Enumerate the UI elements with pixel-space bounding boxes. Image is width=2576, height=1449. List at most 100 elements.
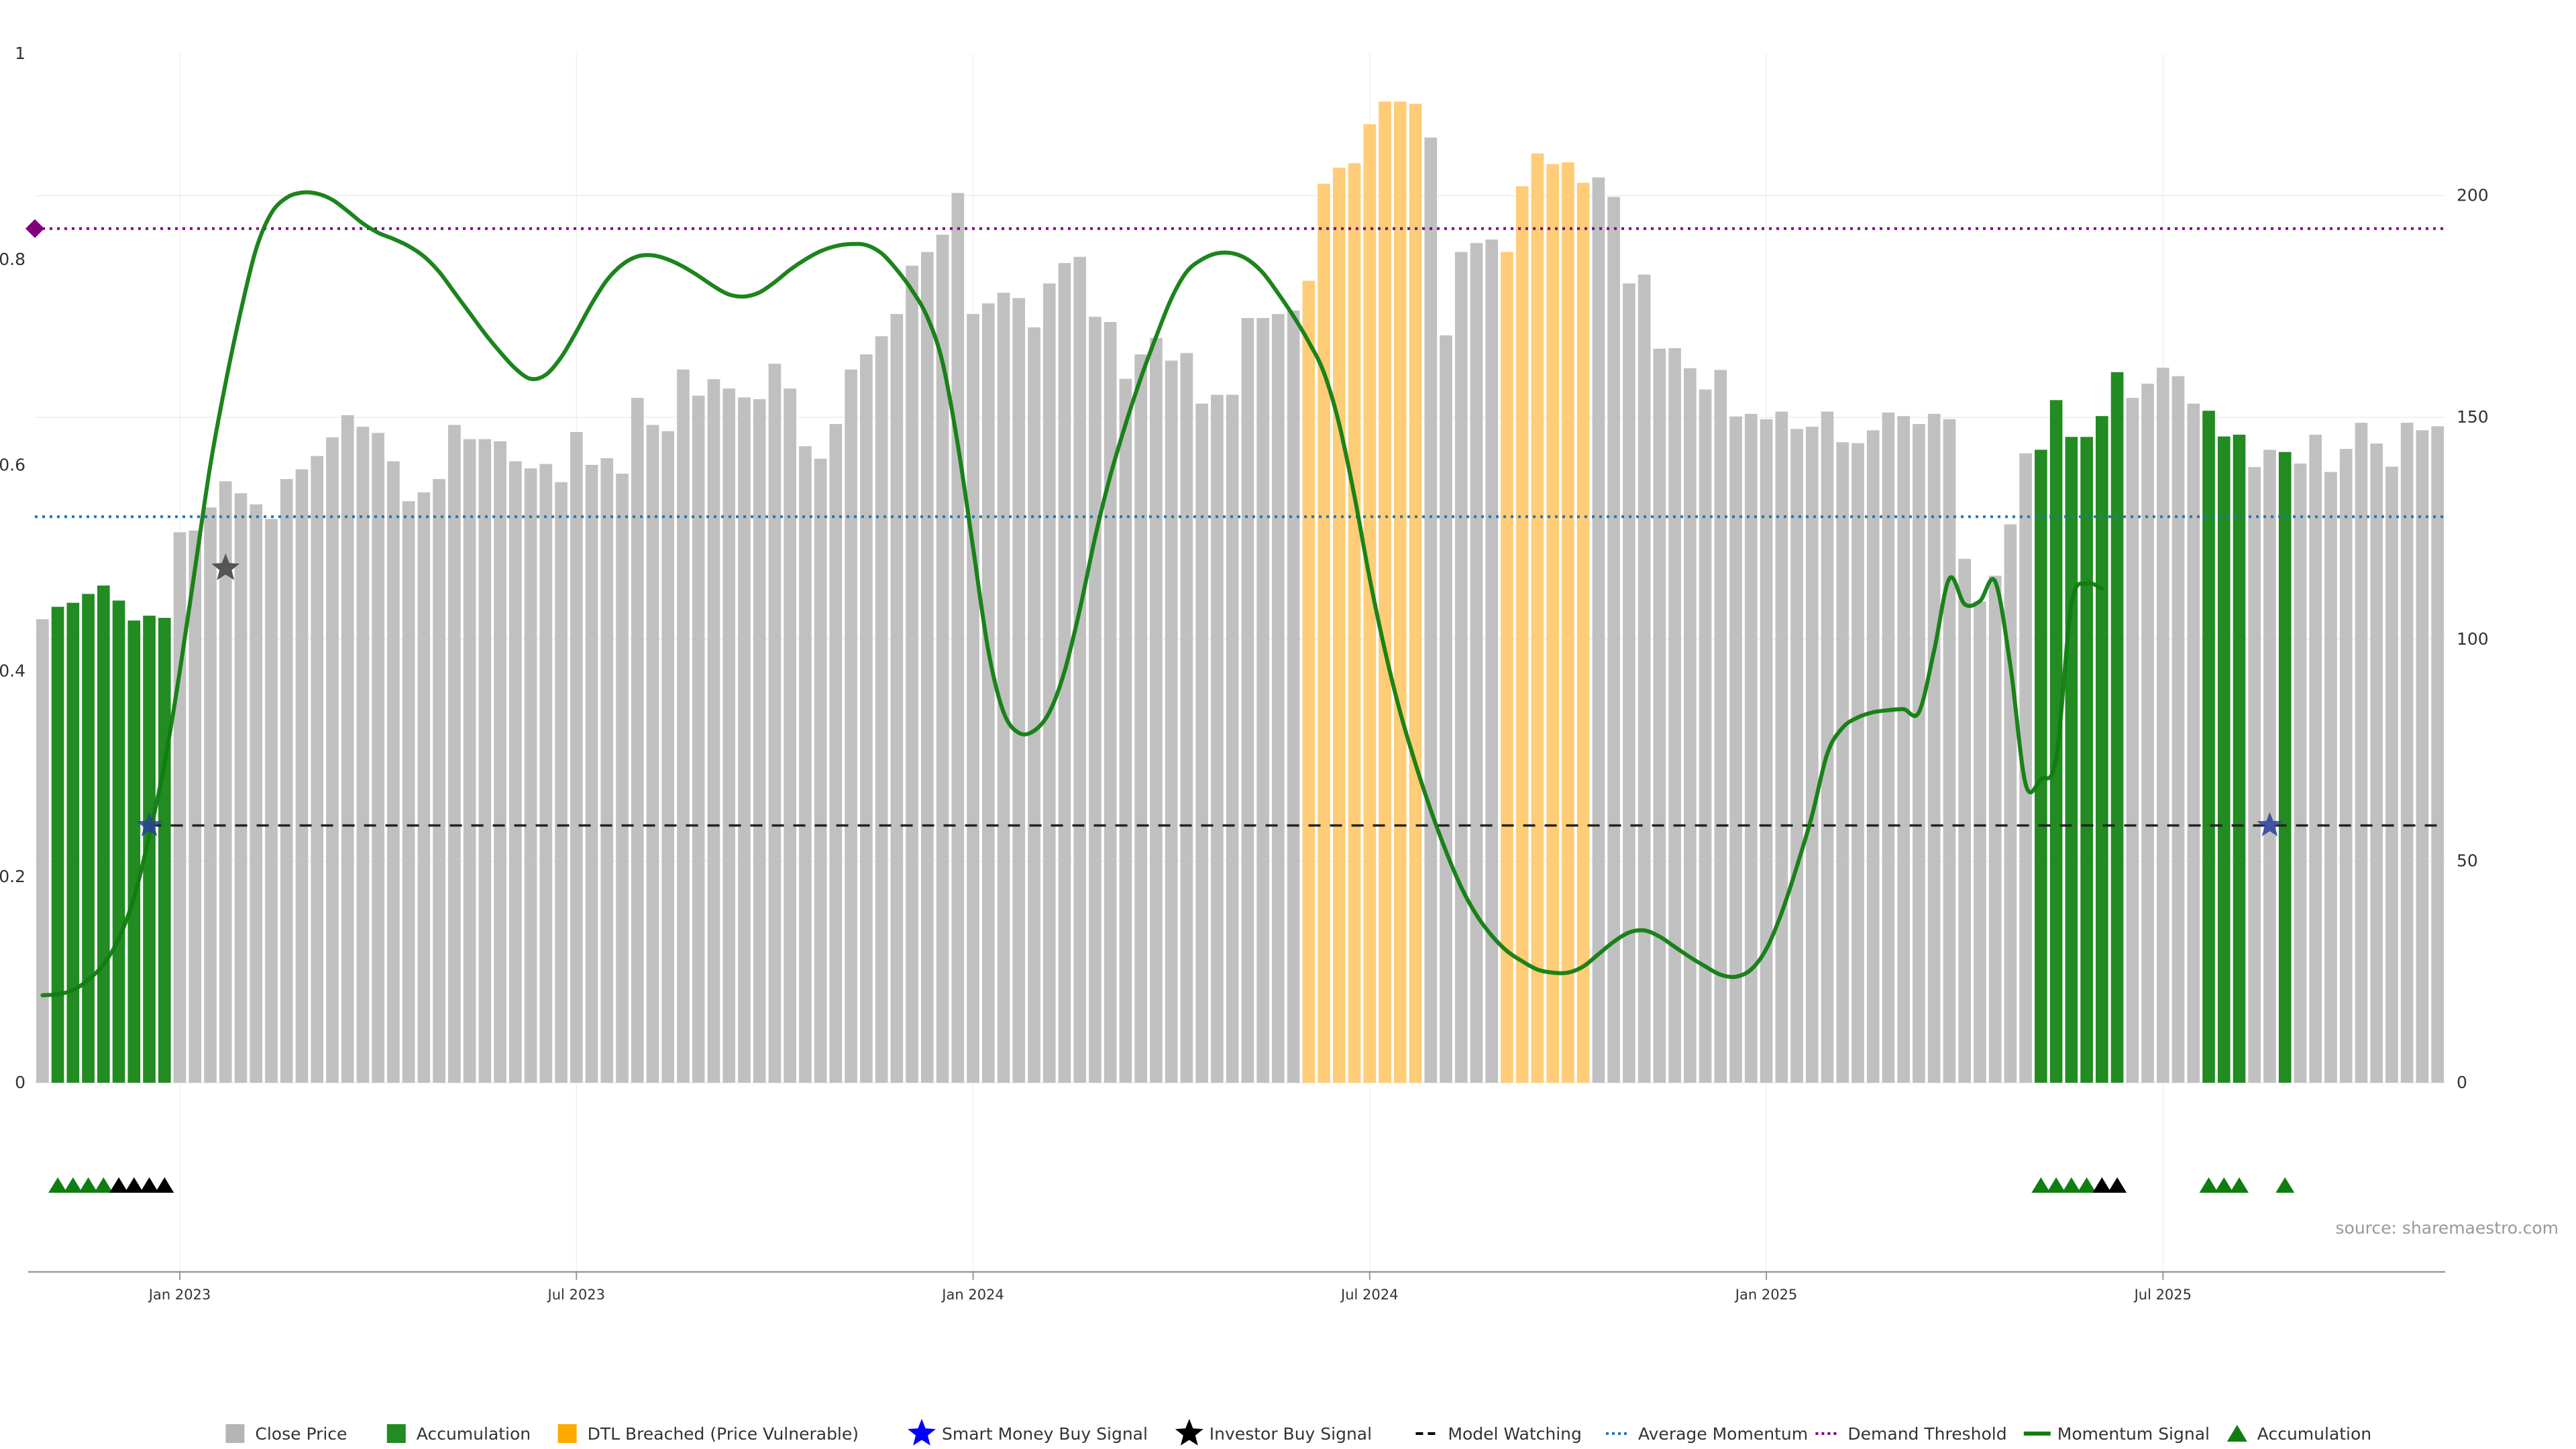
signal-triangle-green-2: [78, 1177, 98, 1193]
signal-triangle-black-6: [140, 1177, 159, 1193]
close-price-bar-28: [463, 439, 476, 1083]
close-price-bar-24: [402, 501, 415, 1083]
close-price-bar-30: [494, 441, 506, 1083]
dtl-breached-bar-97: [1515, 186, 1529, 1083]
legend-label: Accumulation: [2257, 1424, 2371, 1444]
close-price-bar-124: [1927, 413, 1941, 1083]
close-price-bar-106: [1653, 348, 1666, 1083]
x-axis-tick-label: Jul 2023: [547, 1287, 605, 1303]
left-axis-tick-label: 0.8: [0, 250, 25, 269]
left-axis-tick-label: 1: [15, 44, 25, 63]
accumulation-bar-4: [97, 585, 110, 1083]
close-price-bar-105: [1638, 274, 1651, 1083]
signals-layer: [48, 1177, 2295, 1193]
close-price-bar-139: [2156, 368, 2169, 1083]
dtl-breached-bar-83: [1302, 280, 1316, 1083]
close-price-bar-148: [2294, 463, 2307, 1083]
x-axis-tick-label: Jan 2023: [148, 1287, 211, 1303]
close-price-bar-45: [722, 388, 736, 1083]
close-price-bar-62: [981, 303, 995, 1083]
close-price-bar-68: [1073, 256, 1087, 1083]
close-price-bar-58: [920, 252, 934, 1083]
close-price-bar-48: [768, 364, 782, 1083]
close-price-bar-36: [585, 464, 598, 1083]
close-price-bar-52: [829, 424, 843, 1083]
legend-swatch-0: [225, 1424, 245, 1443]
x-axis-tick-label: Jan 2025: [1734, 1287, 1798, 1303]
legend-label: Close Price: [255, 1424, 347, 1444]
close-price-bar-118: [1836, 442, 1849, 1083]
close-price-bar-130: [2019, 453, 2032, 1083]
accumulation-bar-135: [2096, 416, 2108, 1083]
close-price-bar-156: [2416, 430, 2429, 1083]
close-price-bar-91: [1424, 137, 1438, 1083]
accumulation-bar-134: [2080, 437, 2093, 1083]
close-price-bar-49: [784, 388, 796, 1083]
close-price-bar-72: [1134, 354, 1148, 1083]
close-price-bar-17: [295, 469, 309, 1083]
close-price-bar-35: [570, 432, 583, 1083]
legend-star-4: [1175, 1419, 1203, 1446]
close-price-bar-18: [311, 455, 324, 1083]
close-price-bar-127: [1974, 601, 1986, 1083]
close-price-bar-114: [1775, 411, 1788, 1083]
close-price-bar-146: [2263, 449, 2276, 1083]
close-price-bar-70: [1104, 322, 1117, 1083]
bars-layer: [36, 101, 2444, 1083]
close-price-bar-152: [2355, 423, 2368, 1083]
close-price-bar-63: [997, 292, 1010, 1083]
close-price-bar-60: [951, 193, 965, 1083]
demand-threshold-marker: [25, 219, 44, 238]
signal-triangle-black-13: [2108, 1177, 2127, 1193]
close-price-bar-102: [1592, 177, 1605, 1083]
close-price-bar-109: [1699, 389, 1712, 1083]
close-price-bar-129: [2004, 524, 2017, 1083]
close-price-bar-46: [738, 397, 751, 1083]
close-price-bar-16: [280, 479, 293, 1083]
left-axis-tick-label: 0.2: [0, 867, 25, 886]
close-price-bar-145: [2248, 467, 2261, 1083]
right-axis-tick-label: 100: [2457, 629, 2489, 649]
close-price-bar-108: [1684, 368, 1697, 1083]
dtl-breached-bar-96: [1501, 252, 1513, 1083]
accumulation-bar-131: [2035, 449, 2047, 1083]
smart-money-buy-star-0: [136, 812, 162, 837]
close-price-bar-61: [967, 314, 979, 1083]
accumulation-bar-143: [2217, 436, 2231, 1083]
close-price-bar-69: [1089, 317, 1102, 1083]
close-price-bar-121: [1882, 412, 1895, 1083]
legend-star-3: [908, 1419, 936, 1446]
close-price-bar-26: [433, 479, 445, 1083]
close-price-bar-65: [1028, 327, 1040, 1083]
dtl-breached-bar-99: [1546, 164, 1560, 1083]
close-price-bar-76: [1195, 403, 1208, 1083]
close-price-bar-155: [2400, 423, 2414, 1083]
accumulation-bar-147: [2278, 451, 2292, 1083]
close-price-bar-74: [1165, 360, 1178, 1083]
dtl-breached-bar-90: [1409, 103, 1422, 1083]
accumulation-bar-144: [2233, 434, 2246, 1083]
left-axis-tick-label: 0.4: [0, 661, 25, 680]
close-price-bar-20: [341, 415, 354, 1083]
close-price-bar-154: [2385, 466, 2398, 1083]
close-price-bar-120: [1866, 430, 1880, 1083]
signal-triangle-green-1: [63, 1177, 83, 1193]
close-price-bar-103: [1607, 197, 1620, 1083]
close-price-bar-23: [387, 461, 400, 1083]
close-price-bar-82: [1287, 310, 1300, 1083]
close-price-bar-22: [372, 433, 384, 1083]
accumulation-bar-7: [143, 615, 156, 1083]
close-price-bar-115: [1790, 429, 1803, 1083]
right-axis-tick-label: 200: [2457, 186, 2489, 205]
close-price-bar-77: [1211, 394, 1224, 1083]
dtl-breached-bar-85: [1332, 167, 1346, 1083]
close-price-bar-66: [1042, 283, 1056, 1083]
x-axis-tick-label: Jan 2024: [941, 1287, 1004, 1303]
close-price-bar-53: [845, 369, 857, 1083]
dtl-breached-bar-84: [1318, 183, 1330, 1083]
signal-triangle-green-16: [2230, 1177, 2249, 1193]
signal-triangle-black-5: [124, 1177, 144, 1193]
close-price-bar-150: [2324, 472, 2337, 1083]
